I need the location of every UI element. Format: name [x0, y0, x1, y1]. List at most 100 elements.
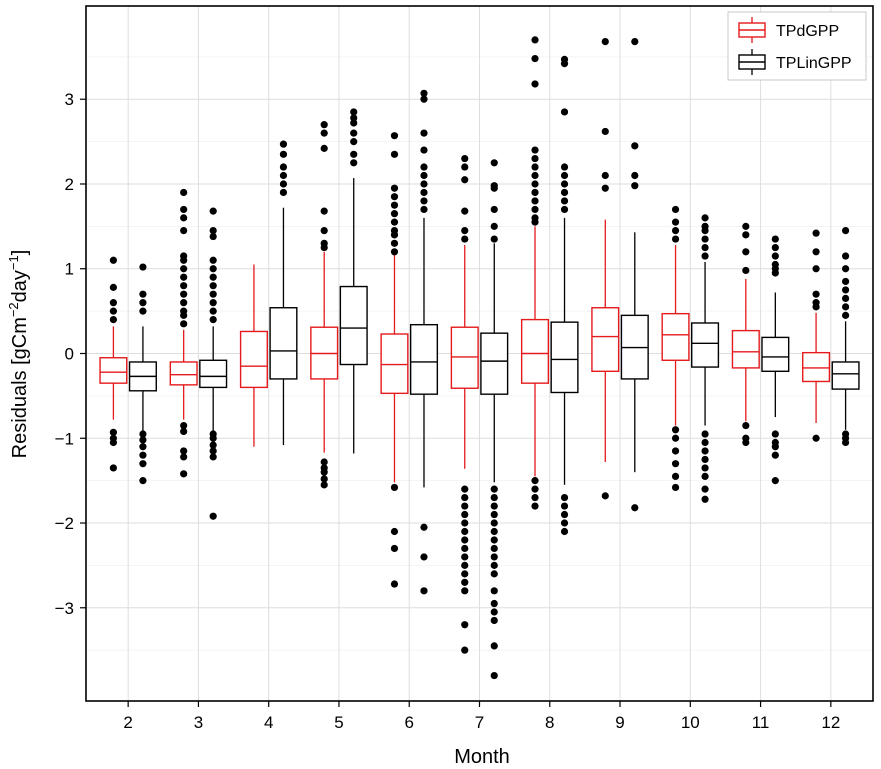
box-tplingpp-month-8 — [550, 55, 579, 536]
outlier-point — [320, 144, 328, 152]
outlier-point — [701, 495, 709, 503]
outlier-point — [461, 176, 469, 184]
outlier-point — [461, 536, 469, 544]
x-tick-label: 6 — [404, 713, 413, 732]
outlier-point — [841, 438, 850, 447]
outlier-point — [841, 286, 850, 294]
outlier-point — [531, 485, 539, 493]
y-tick-label: −3 — [55, 599, 74, 618]
outlier-point — [461, 553, 469, 561]
outlier-point — [279, 180, 288, 188]
outlier-point — [701, 485, 709, 493]
outlier-point — [631, 142, 639, 150]
outlier-point — [180, 427, 188, 436]
iqr-box — [480, 332, 509, 395]
outlier-point — [771, 477, 779, 485]
outlier-point — [671, 205, 680, 214]
outlier-point — [461, 154, 469, 163]
box-tpdgpp-month-5 — [310, 121, 339, 489]
outlier-point — [461, 646, 469, 654]
x-axis: 2 3 4 5 6 7 8 9 10 11 12 — [123, 701, 840, 732]
iqr-box — [450, 326, 479, 389]
outlier-point — [209, 232, 217, 241]
outlier-point — [560, 205, 569, 214]
outlier-point — [390, 201, 399, 209]
outlier-point — [209, 299, 217, 307]
outlier-point — [771, 451, 779, 459]
outlier-point — [841, 252, 850, 260]
outlier-point — [490, 510, 498, 519]
outlier-point — [490, 527, 498, 536]
outlier-point — [490, 561, 498, 569]
iqr-box — [731, 329, 760, 369]
legend: TPdGPP TPLinGPP — [727, 11, 867, 81]
iqr-box — [380, 333, 409, 395]
iqr-box — [520, 318, 550, 384]
outlier-point — [209, 315, 217, 324]
outlier-point — [742, 438, 750, 447]
y-axis-title-mid: day — [9, 270, 31, 302]
outlier-point — [841, 265, 850, 273]
iqr-box — [409, 323, 439, 395]
outlier-point — [180, 421, 188, 430]
iqr-box — [199, 359, 228, 389]
outlier-point — [560, 180, 569, 188]
outlier-point — [420, 553, 428, 561]
outlier-point — [461, 510, 469, 519]
outlier-point — [531, 171, 539, 180]
outlier-point — [180, 265, 188, 273]
outlier-point — [742, 222, 750, 230]
outlier-point — [420, 129, 428, 137]
outlier-point — [671, 235, 680, 243]
outlier-point — [560, 108, 569, 116]
y-tick-label: 3 — [65, 90, 74, 109]
x-tick-label: 5 — [334, 713, 343, 732]
outlier-point — [180, 273, 188, 281]
outlier-point — [560, 197, 569, 205]
y-axis-title-sup1: −2 — [6, 302, 21, 317]
box-tpdgpp-month-4 — [239, 264, 268, 447]
outlier-point — [209, 256, 217, 264]
outlier-point — [209, 227, 217, 235]
outlier-point — [180, 453, 188, 461]
outlier-point — [771, 235, 779, 243]
outlier-point — [531, 154, 539, 163]
outlier-point — [490, 485, 498, 493]
outlier-point — [490, 587, 498, 595]
iqr-box — [269, 307, 298, 380]
box-tplingpp-month-10 — [691, 214, 720, 503]
x-axis-title: Month — [454, 746, 510, 768]
outlier-point — [601, 171, 609, 180]
outlier-point — [671, 460, 680, 468]
outlier-point — [390, 218, 399, 226]
x-tick-label: 12 — [821, 713, 840, 732]
outlier-point — [461, 493, 469, 502]
outlier-point — [180, 311, 188, 319]
outlier-point — [350, 108, 358, 116]
outlier-point — [139, 477, 147, 485]
outlier-point — [180, 447, 188, 455]
outlier-point — [490, 671, 498, 680]
outlier-point — [420, 205, 428, 214]
outlier-point — [209, 441, 217, 449]
box-tpdgpp-month-11 — [731, 222, 760, 447]
outlier-point — [109, 438, 118, 447]
outlier-point — [420, 523, 428, 531]
outlier-point — [490, 519, 498, 527]
outlier-point — [812, 229, 820, 237]
outlier-point — [812, 290, 820, 298]
outlier-point — [560, 171, 569, 180]
legend-label-tplingpp: TPLinGPP — [776, 55, 852, 72]
y-tick-label: 2 — [65, 175, 74, 194]
outlier-point — [560, 493, 569, 502]
outlier-point — [461, 235, 469, 243]
outlier-point — [279, 150, 288, 158]
outlier-point — [771, 430, 779, 438]
outlier-point — [701, 235, 709, 243]
iqr-box — [802, 351, 831, 383]
y-axis-title-prefix: Residuals [gCm — [9, 317, 31, 458]
outlier-point — [420, 197, 428, 205]
outlier-point — [490, 493, 498, 502]
outlier-point — [841, 311, 850, 319]
outlier-point — [490, 536, 498, 544]
